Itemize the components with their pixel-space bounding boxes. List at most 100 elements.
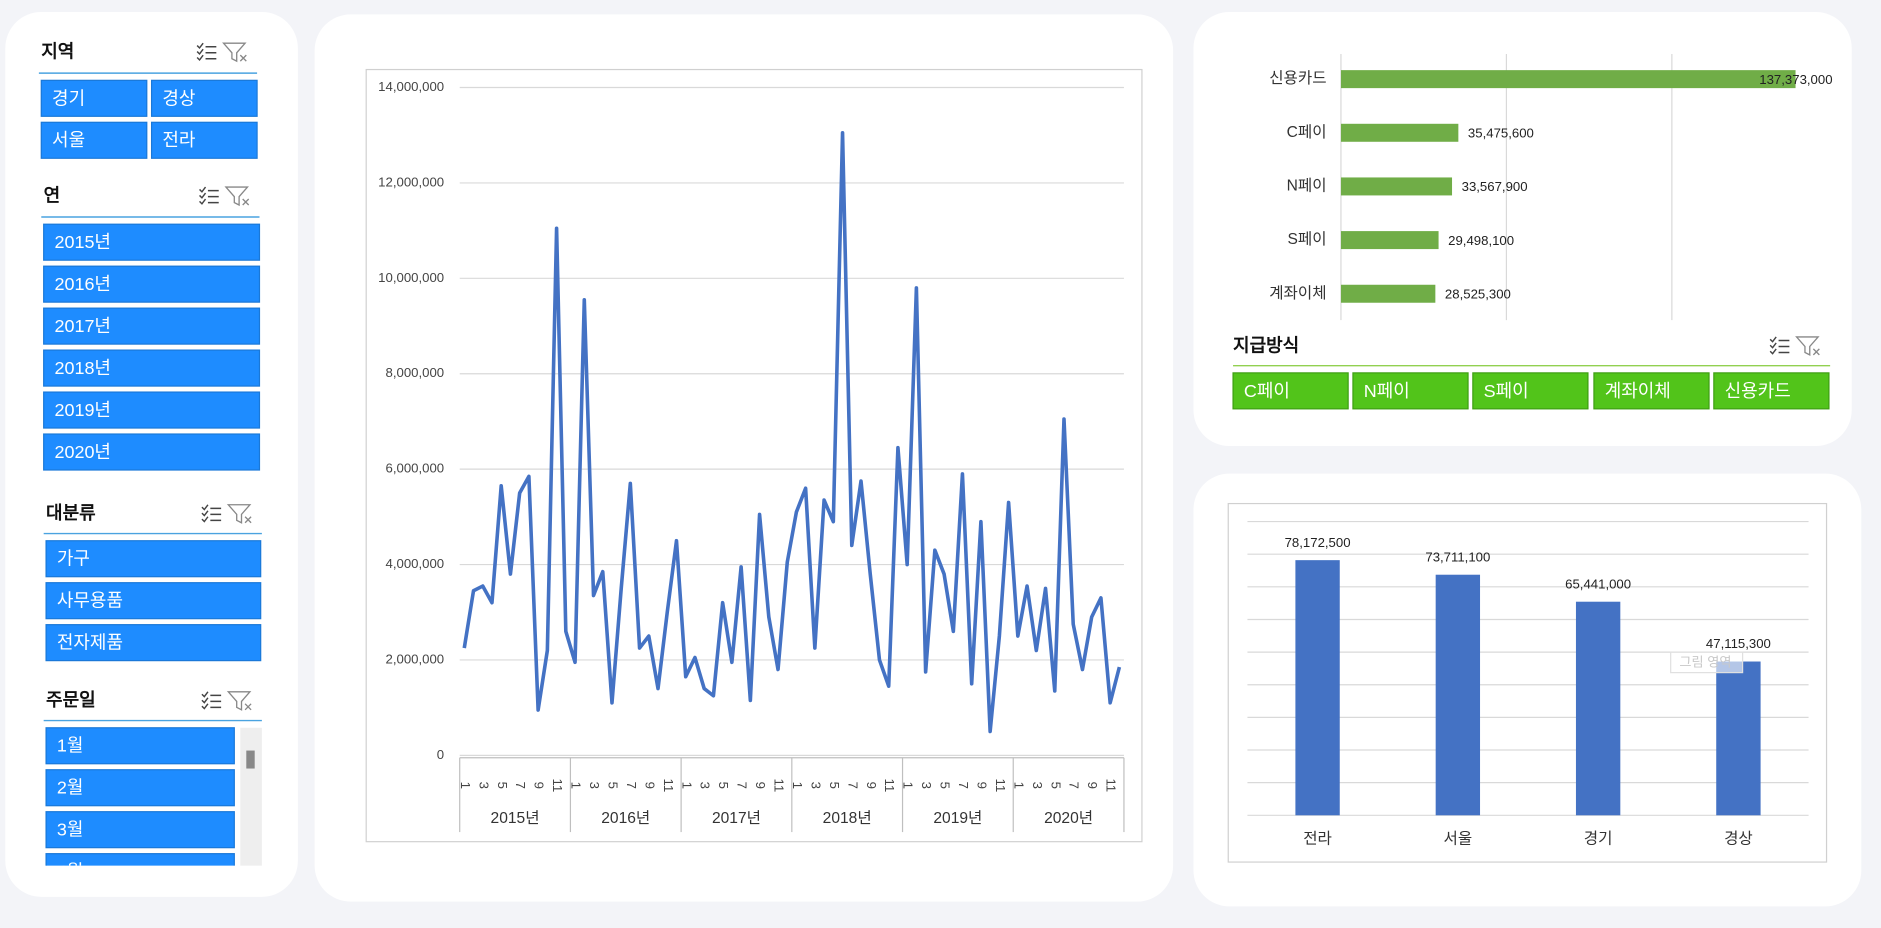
slicer-button[interactable] — [45, 540, 262, 578]
y-tick-label: 0 — [437, 747, 444, 762]
multiselect-icon[interactable] — [199, 198, 219, 205]
slicer-button-label[interactable]: 2016년 — [54, 274, 111, 294]
slicer-button-label[interactable]: 서울 — [52, 130, 85, 150]
multiselect-icon[interactable] — [201, 691, 222, 698]
slicer-button[interactable] — [43, 391, 261, 429]
slicer-button-label[interactable]: 2018년 — [54, 358, 111, 378]
multiselect-icon[interactable] — [201, 510, 222, 517]
order-month-list: 1월 2월 3월 4월 — [45, 727, 235, 890]
multiselect-icon[interactable] — [1769, 348, 1790, 355]
multiselect-icon[interactable] — [201, 504, 222, 511]
x-tick-label: 11 — [661, 778, 676, 792]
slicer-button[interactable] — [1713, 372, 1830, 410]
slicer-button-label[interactable]: N페이 — [1364, 381, 1410, 401]
slicer-button[interactable] — [45, 624, 262, 662]
multiselect-icon[interactable] — [1769, 342, 1790, 349]
slicer-button-label[interactable]: 2017년 — [54, 316, 111, 336]
x-tick-label: 11 — [882, 778, 897, 792]
slicer-button-label[interactable]: 신용카드 — [1725, 381, 1791, 401]
slicer-button-label[interactable]: S페이 — [1484, 381, 1529, 401]
slicer-button-label[interactable]: 전라 — [162, 130, 196, 150]
slicer-button-label[interactable]: 3월 — [57, 820, 84, 840]
value-label: 28,525,300 — [1445, 286, 1511, 301]
x-tick-label: 5 — [938, 782, 953, 789]
x-tick-label: 1 — [679, 782, 694, 789]
slicer-button-label[interactable]: 전자제품 — [57, 633, 123, 653]
slicer-button-label[interactable]: 2월 — [57, 778, 84, 798]
x-tick-label: 11 — [772, 778, 787, 792]
value-label: 35,475,600 — [1468, 125, 1534, 140]
slicer-button-label[interactable]: 계좌이체 — [1605, 381, 1671, 401]
value-label: 65,441,000 — [1565, 576, 1631, 591]
tooltip: 그림 영역 — [1679, 655, 1731, 670]
scrollbar[interactable] — [240, 727, 262, 866]
slicer-button[interactable] — [45, 727, 235, 765]
value-label: 47,115,300 — [1706, 636, 1771, 651]
x-tick-label: 3 — [698, 782, 713, 789]
slicer-button-label[interactable]: 1월 — [57, 736, 84, 756]
slicer-button[interactable] — [43, 265, 261, 303]
slicer-button-label[interactable]: 사무용품 — [57, 591, 123, 611]
slicer-button[interactable] — [150, 121, 258, 159]
slicer-button-label[interactable]: 경기 — [52, 88, 85, 108]
y-tick-label: 10,000,000 — [378, 270, 444, 285]
x-tick-label: 5 — [827, 782, 842, 789]
slicer-button[interactable] — [45, 811, 235, 849]
x-tick-label: 7 — [845, 782, 860, 789]
x-tick-label: 7 — [1067, 782, 1082, 789]
clear-filter-icon[interactable] — [226, 504, 252, 524]
clear-filter-icon[interactable] — [1795, 336, 1820, 356]
payment-panel — [1193, 11, 1852, 447]
multiselect-icon[interactable] — [199, 186, 219, 193]
slicer-button[interactable] — [40, 79, 148, 117]
x-tick-label: 9 — [642, 782, 657, 789]
multiselect-icon[interactable] — [196, 42, 217, 50]
slicer-button-label[interactable]: C페이 — [1244, 381, 1290, 401]
bar — [1340, 123, 1459, 142]
slicer-button[interactable] — [1232, 372, 1349, 410]
x-tick-label: 전라 — [1303, 829, 1332, 847]
multiselect-icon[interactable] — [1769, 336, 1790, 343]
slicer-button[interactable] — [45, 769, 235, 807]
slicer-button[interactable] — [45, 853, 235, 890]
slicer-button[interactable] — [45, 582, 262, 620]
slicer-button[interactable] — [1352, 372, 1469, 410]
x-tick-label: 5 — [495, 782, 510, 789]
x-tick-label: 5 — [605, 782, 620, 789]
multiselect-icon[interactable] — [201, 516, 222, 523]
slicer-button[interactable] — [1472, 372, 1589, 410]
clear-filter-icon[interactable] — [226, 691, 252, 711]
slicer-button-label[interactable]: 가구 — [57, 549, 90, 569]
slicer-button[interactable] — [43, 307, 261, 345]
slicer-button-label[interactable]: 2019년 — [54, 400, 111, 420]
bar — [1340, 284, 1436, 303]
x-tick-label: 1 — [458, 782, 473, 789]
slicer-button-label[interactable]: 경상 — [162, 88, 195, 108]
bar — [1340, 231, 1439, 250]
group-label: 2018년 — [823, 809, 872, 827]
clear-filter-icon[interactable] — [222, 42, 247, 63]
multiselect-icon[interactable] — [196, 48, 217, 56]
slicer-button-label[interactable]: 2015년 — [54, 232, 111, 252]
slicer-button[interactable] — [1593, 372, 1710, 410]
category-label: C페이 — [1287, 123, 1327, 141]
slicer-button[interactable] — [150, 79, 258, 117]
slicer-button[interactable] — [43, 223, 261, 261]
slicer-button[interactable] — [43, 349, 261, 387]
slicer-button-label[interactable]: 2020년 — [54, 442, 111, 462]
category-label: S페이 — [1288, 230, 1327, 248]
slicer-button[interactable] — [40, 121, 148, 159]
y-tick-label: 2,000,000 — [386, 651, 445, 666]
x-tick-label: 경기 — [1584, 829, 1613, 847]
slicer-title: 지역 — [41, 42, 74, 62]
slicer-button-label[interactable]: 4월 — [57, 862, 84, 882]
multiselect-icon[interactable] — [201, 697, 222, 704]
scrollbar-thumb[interactable] — [246, 750, 255, 769]
x-tick-label: 9 — [864, 782, 879, 789]
multiselect-icon[interactable] — [199, 192, 219, 199]
multiselect-icon[interactable] — [196, 54, 217, 62]
clear-filter-icon[interactable] — [224, 186, 250, 207]
multiselect-icon[interactable] — [201, 703, 222, 710]
slicer-button[interactable] — [43, 433, 261, 471]
x-tick-label: 1 — [901, 782, 916, 789]
